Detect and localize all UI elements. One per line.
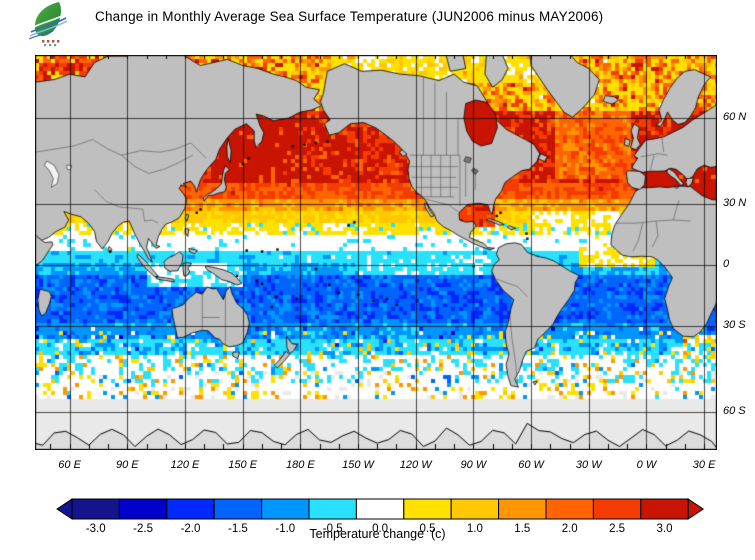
colorbar-segment <box>450 498 500 520</box>
colorbar-segment <box>498 498 547 520</box>
lon-label: 60 W <box>518 459 544 471</box>
lon-label: 120 E <box>170 459 200 471</box>
colorbar-tick-label: -2.0 <box>181 523 201 535</box>
colorbar-tick-label: -0.5 <box>323 523 343 535</box>
map-frame <box>35 55 717 450</box>
lon-label: 30 W <box>575 459 602 471</box>
lon-label: 150 W <box>342 459 374 471</box>
lon-label: 150 E <box>228 459 258 471</box>
lon-label: 90 W <box>460 459 487 471</box>
lat-label: 60 S <box>723 404 746 417</box>
colorbar-segment <box>355 498 405 520</box>
lon-label: 120 W <box>399 459 432 471</box>
lat-label: 60 N <box>723 111 747 124</box>
colorbar-left-arrow <box>56 498 73 520</box>
colorbar-segment <box>166 498 215 520</box>
colorbar-segment <box>640 498 689 520</box>
lon-label: 0 W <box>636 459 657 471</box>
lat-label: 0 <box>723 258 730 270</box>
lon-label: 30 E <box>692 459 716 471</box>
colorbar-tick-label: 1.5 <box>514 523 530 535</box>
colorbar-tick-label: -3.0 <box>86 523 106 535</box>
lon-label: 90 E <box>115 459 139 471</box>
page-title: Change in Monthly Average Sea Surface Te… <box>95 9 604 24</box>
lon-label: 180 E <box>285 459 315 471</box>
colorbar-tick-label: 1.0 <box>467 523 483 535</box>
colorbar-segment <box>545 498 594 520</box>
lat-label: 30 N <box>723 196 747 209</box>
colorbar-tick-label: -1.0 <box>275 523 295 535</box>
colorbar-segment <box>71 498 120 520</box>
colorbar-tick-label: -1.5 <box>228 523 248 535</box>
temperature-colorbar: -3.0 -2.5 -2.0 -1.5 -1.0 -0.5 0.0 0.5 1.0 1.5 2.0 2… <box>56 498 705 535</box>
colorbar-tick-label: 2.5 <box>609 523 625 535</box>
colorbar-segment <box>592 498 642 520</box>
colorbar-segment <box>213 498 263 520</box>
colorbar-tick-label: 3.0 <box>657 523 673 535</box>
colorbar-tick-label: 0.0 <box>372 523 388 535</box>
colorbar-segment <box>308 498 357 520</box>
colorbar-segment <box>403 498 452 520</box>
lon-label: 60 E <box>58 459 81 471</box>
green-leaf-ocean-wave-logo <box>28 2 68 47</box>
colorbar-right-arrow <box>687 498 705 520</box>
leaf-icon <box>34 2 61 37</box>
colorbar-tick-label: -2.5 <box>133 523 153 535</box>
colorbar-segment <box>261 498 310 520</box>
colorbar-tick-label: 2.0 <box>562 523 578 535</box>
colorbar-tick-label: 0.5 <box>420 523 436 535</box>
colorbar-segment <box>118 498 168 520</box>
world-sst-anomaly-map <box>35 55 717 450</box>
colorbar-caption: Temperature change (c) <box>309 527 446 541</box>
lat-label: 30 S <box>723 319 746 332</box>
logo-caption-marks <box>42 40 60 47</box>
